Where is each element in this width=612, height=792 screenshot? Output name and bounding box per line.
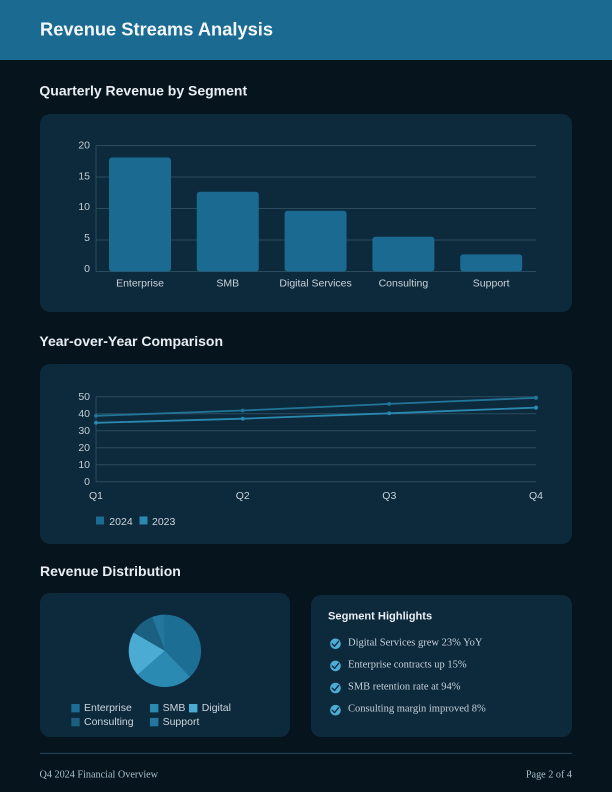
svg-text:Support: Support	[473, 277, 510, 289]
svg-text:Consulting: Consulting	[379, 277, 429, 289]
svg-text:Consulting margin improved 8%: Consulting margin improved 8%	[348, 704, 486, 715]
svg-text:Digital: Digital	[202, 702, 231, 714]
svg-text:50: 50	[78, 391, 90, 403]
svg-text:SMB retention rate at 94%: SMB retention rate at 94%	[348, 681, 461, 692]
svg-text:Q4: Q4	[529, 490, 543, 502]
svg-text:Q2: Q2	[236, 490, 250, 502]
svg-text:Consulting: Consulting	[84, 716, 134, 728]
svg-text:SMB: SMB	[216, 277, 239, 289]
svg-text:10: 10	[78, 459, 90, 471]
svg-text:Year-over-Year Comparison: Year-over-Year Comparison	[39, 333, 223, 349]
svg-text:Q1: Q1	[89, 490, 103, 502]
svg-text:Enterprise contracts up 15%: Enterprise contracts up 15%	[348, 659, 467, 670]
svg-text:15: 15	[78, 170, 90, 182]
svg-text:SMB: SMB	[163, 702, 186, 714]
svg-text:Quarterly Revenue by Segment: Quarterly Revenue by Segment	[39, 82, 247, 98]
svg-text:2024: 2024	[109, 516, 133, 528]
svg-text:Page 2 of 4: Page 2 of 4	[526, 769, 572, 780]
svg-text:Revenue Streams Analysis: Revenue Streams Analysis	[40, 18, 273, 39]
svg-text:0: 0	[84, 263, 90, 275]
svg-text:20: 20	[78, 139, 90, 151]
svg-text:5: 5	[84, 232, 90, 244]
svg-text:Enterprise: Enterprise	[116, 277, 164, 289]
svg-text:40: 40	[78, 408, 90, 420]
svg-text:2023: 2023	[152, 516, 176, 528]
svg-text:Segment Highlights: Segment Highlights	[328, 611, 432, 623]
svg-text:Digital Services grew 23% YoY: Digital Services grew 23% YoY	[348, 637, 483, 648]
svg-text:20: 20	[78, 442, 90, 454]
svg-text:0: 0	[84, 476, 90, 488]
svg-text:Enterprise: Enterprise	[84, 702, 132, 714]
svg-text:Digital Services: Digital Services	[279, 277, 351, 289]
svg-text:Support: Support	[163, 716, 200, 728]
svg-text:Q3: Q3	[382, 490, 396, 502]
svg-text:Revenue Distribution: Revenue Distribution	[40, 563, 181, 579]
svg-text:30: 30	[78, 425, 90, 437]
svg-text:Q4 2024 Financial Overview: Q4 2024 Financial Overview	[40, 769, 159, 780]
svg-text:10: 10	[78, 201, 90, 213]
